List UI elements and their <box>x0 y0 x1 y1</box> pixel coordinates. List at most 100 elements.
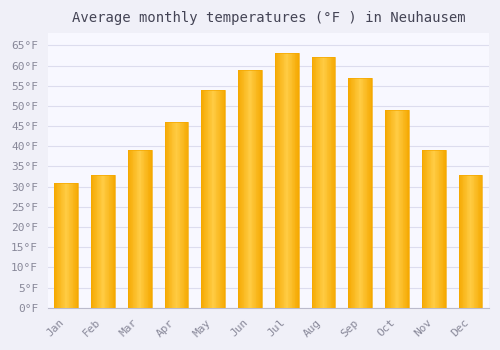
Bar <box>397 110 398 308</box>
Bar <box>143 150 144 308</box>
Bar <box>290 54 292 308</box>
Bar <box>185 122 186 308</box>
Bar <box>438 150 440 308</box>
Bar <box>288 54 289 308</box>
Bar <box>434 150 436 308</box>
Bar <box>60 183 62 308</box>
Bar <box>71 183 72 308</box>
Bar <box>254 70 255 308</box>
Bar <box>246 70 247 308</box>
Bar <box>260 70 261 308</box>
Bar <box>66 183 67 308</box>
Bar <box>171 122 172 308</box>
Bar <box>131 150 132 308</box>
Bar <box>352 78 353 308</box>
Bar <box>370 78 372 308</box>
Bar <box>445 150 446 308</box>
Bar <box>474 175 476 308</box>
Bar <box>406 110 408 308</box>
Bar <box>357 78 358 308</box>
Bar <box>470 175 472 308</box>
Bar <box>296 54 297 308</box>
Bar <box>142 150 143 308</box>
Bar <box>481 175 482 308</box>
Bar <box>146 150 147 308</box>
Bar <box>245 70 246 308</box>
Bar <box>172 122 174 308</box>
Bar <box>95 175 96 308</box>
Bar <box>440 150 441 308</box>
Bar <box>466 175 468 308</box>
Bar <box>316 57 317 308</box>
Bar <box>283 54 284 308</box>
Bar <box>182 122 183 308</box>
Bar <box>394 110 396 308</box>
Bar <box>362 78 364 308</box>
Bar <box>437 150 438 308</box>
Bar <box>107 175 108 308</box>
Bar <box>110 175 111 308</box>
Bar <box>91 175 92 308</box>
Bar <box>282 54 283 308</box>
Bar <box>136 150 138 308</box>
Bar <box>211 90 212 308</box>
Bar <box>130 150 131 308</box>
Bar <box>148 150 150 308</box>
Bar <box>312 57 313 308</box>
Bar <box>473 175 474 308</box>
Bar <box>429 150 430 308</box>
Bar <box>64 183 66 308</box>
Bar <box>422 150 424 308</box>
Bar <box>317 57 318 308</box>
Bar <box>255 70 256 308</box>
Bar <box>458 175 460 308</box>
Bar <box>426 150 428 308</box>
Bar <box>208 90 209 308</box>
Bar <box>432 150 433 308</box>
Bar <box>212 90 213 308</box>
Bar <box>279 54 280 308</box>
Bar <box>348 78 372 308</box>
Bar <box>281 54 282 308</box>
Bar <box>396 110 397 308</box>
Bar <box>333 57 334 308</box>
Bar <box>58 183 59 308</box>
Bar <box>151 150 152 308</box>
Bar <box>284 54 285 308</box>
Bar <box>210 90 211 308</box>
Bar <box>241 70 242 308</box>
Bar <box>280 54 281 308</box>
Bar <box>313 57 314 308</box>
Bar <box>186 122 187 308</box>
Bar <box>393 110 394 308</box>
Bar <box>465 175 466 308</box>
Bar <box>128 150 152 308</box>
Bar <box>147 150 148 308</box>
Bar <box>353 78 354 308</box>
Bar <box>103 175 104 308</box>
Bar <box>312 57 336 308</box>
Bar <box>114 175 115 308</box>
Bar <box>324 57 325 308</box>
Bar <box>108 175 110 308</box>
Bar <box>238 70 262 308</box>
Bar <box>354 78 356 308</box>
Bar <box>99 175 100 308</box>
Bar <box>217 90 218 308</box>
Bar <box>96 175 98 308</box>
Bar <box>54 183 78 308</box>
Bar <box>249 70 250 308</box>
Bar <box>170 122 171 308</box>
Bar <box>368 78 369 308</box>
Bar <box>59 183 60 308</box>
Bar <box>187 122 188 308</box>
Bar <box>444 150 445 308</box>
Bar <box>275 54 298 308</box>
Bar <box>425 150 426 308</box>
Bar <box>328 57 329 308</box>
Bar <box>239 70 240 308</box>
Bar <box>214 90 215 308</box>
Bar <box>213 90 214 308</box>
Bar <box>330 57 332 308</box>
Bar <box>72 183 74 308</box>
